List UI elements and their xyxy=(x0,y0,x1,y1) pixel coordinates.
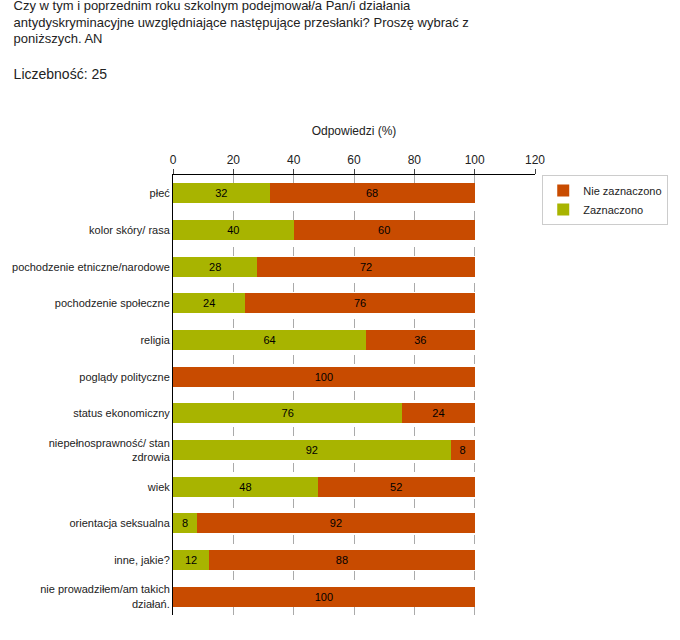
svg-text:24: 24 xyxy=(432,407,444,419)
svg-text:Nie zaznaczono: Nie zaznaczono xyxy=(583,185,661,197)
svg-text:nie prowadziłem/am takichdział: nie prowadziłem/am takichdziałań. xyxy=(40,583,170,609)
svg-text:inne, jakie?: inne, jakie? xyxy=(114,554,170,566)
svg-text:100: 100 xyxy=(315,591,333,603)
svg-text:20: 20 xyxy=(227,153,241,167)
svg-text:Czy w tym i poprzednim roku sz: Czy w tym i poprzednim roku szkolnym pod… xyxy=(14,0,469,46)
svg-text:92: 92 xyxy=(330,517,342,529)
svg-text:religia: religia xyxy=(140,334,170,346)
svg-text:88: 88 xyxy=(336,554,348,566)
svg-text:72: 72 xyxy=(360,261,372,273)
svg-text:0: 0 xyxy=(170,153,177,167)
svg-text:40: 40 xyxy=(287,153,301,167)
svg-text:28: 28 xyxy=(209,261,221,273)
svg-text:pochodzenie społeczne: pochodzenie społeczne xyxy=(55,297,170,309)
svg-text:pochodzenie etniczne/narodowe: pochodzenie etniczne/narodowe xyxy=(12,261,170,273)
svg-text:100: 100 xyxy=(465,153,485,167)
svg-text:120: 120 xyxy=(525,153,545,167)
svg-text:status ekonomiczny: status ekonomiczny xyxy=(73,407,170,419)
svg-text:8: 8 xyxy=(182,517,188,529)
svg-text:Liczebność: 25: Liczebność: 25 xyxy=(14,66,108,82)
svg-text:32: 32 xyxy=(215,187,227,199)
svg-text:48: 48 xyxy=(239,481,251,493)
svg-text:8: 8 xyxy=(460,444,466,456)
svg-text:40: 40 xyxy=(227,224,239,236)
svg-text:64: 64 xyxy=(263,334,275,346)
svg-text:orientacja seksualna: orientacja seksualna xyxy=(70,517,171,529)
svg-text:76: 76 xyxy=(354,297,366,309)
svg-text:92: 92 xyxy=(306,444,318,456)
svg-text:36: 36 xyxy=(414,334,426,346)
svg-text:68: 68 xyxy=(366,187,378,199)
svg-text:poglądy polityczne: poglądy polityczne xyxy=(79,371,170,383)
svg-text:52: 52 xyxy=(390,481,402,493)
svg-text:płeć: płeć xyxy=(150,187,171,199)
svg-text:niepełnosprawność/ stanzdrowia: niepełnosprawność/ stanzdrowia xyxy=(49,437,171,463)
svg-text:Zaznaczono: Zaznaczono xyxy=(583,204,643,216)
svg-text:24: 24 xyxy=(203,297,215,309)
svg-text:12: 12 xyxy=(185,554,197,566)
svg-text:100: 100 xyxy=(315,371,333,383)
svg-text:kolor skóry/ rasa: kolor skóry/ rasa xyxy=(89,224,171,236)
svg-text:80: 80 xyxy=(408,153,422,167)
svg-text:wiek: wiek xyxy=(147,481,171,493)
svg-text:Odpowiedzi (%): Odpowiedzi (%) xyxy=(312,124,397,138)
svg-text:76: 76 xyxy=(282,407,294,419)
svg-text:60: 60 xyxy=(347,153,361,167)
svg-text:60: 60 xyxy=(378,224,390,236)
